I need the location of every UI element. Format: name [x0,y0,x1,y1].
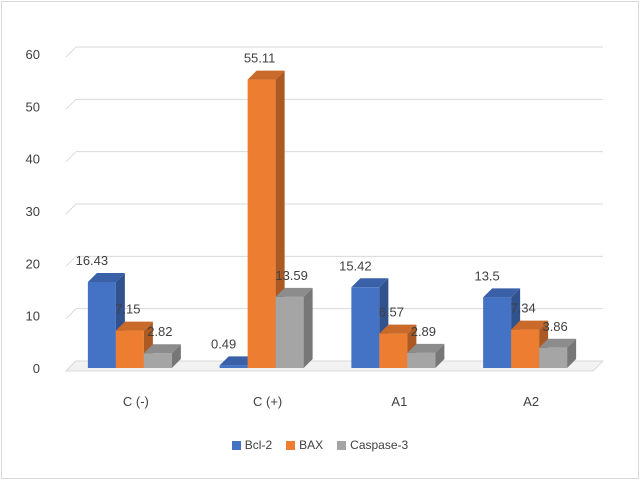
bar-side [171,344,181,368]
bar-bax [247,79,276,368]
data-label: 13.59 [275,268,308,283]
bar-bcl-2 [219,365,248,368]
bar-top [511,320,549,330]
bar-top [247,70,285,80]
y-tick-label: 10 [26,309,40,324]
bar-bcl-2 [351,287,380,368]
y-tick-label: 40 [26,152,40,167]
data-label: 3.86 [542,319,567,334]
bar-top [219,356,257,366]
bar-bax [115,330,144,368]
gridline-slant [65,98,77,110]
x-tick-label: C (-) [123,394,149,409]
bar-bcl-2 [483,297,512,368]
legend-item: Bcl-2 [231,438,273,452]
bar-top [87,273,125,283]
bar-bax [379,333,408,368]
legend-label: Bcl-2 [244,438,273,452]
bar-caspase-3 [275,296,304,368]
legend-swatch [337,440,347,450]
data-label: 2.82 [147,324,172,339]
chart-legend: Bcl-2 BAX Caspase-3 [0,438,640,452]
data-label: 0.49 [211,336,236,351]
data-label: 7.15 [115,302,140,317]
data-label: 15.42 [339,258,372,273]
bar-top [379,324,417,334]
legend-label: Caspase-3 [350,438,409,452]
gridline-slant [65,46,77,58]
bar-top [115,321,153,331]
chart-floor [64,360,605,372]
bar-caspase-3 [539,347,568,368]
bar-bax [511,329,540,368]
bar-side [303,287,313,368]
data-label: 6.57 [379,305,404,320]
y-tick-label: 30 [26,204,40,219]
gridline-slant [65,203,77,215]
data-label: 2.89 [411,324,436,339]
legend-item: BAX [286,438,323,452]
bar-caspase-3 [407,352,436,368]
y-tick-label: 50 [26,99,40,114]
bar-bcl-2 [87,282,116,368]
y-tick-label: 60 [26,47,40,62]
bar-top [407,343,445,353]
legend-swatch [231,440,241,450]
x-tick-label: A2 [523,394,539,409]
legend-item: Caspase-3 [337,438,408,452]
data-label: 13.5 [474,268,499,283]
y-tick-label: 0 [33,361,40,376]
x-tick-label: C (+) [253,394,282,409]
data-label: 7.34 [510,301,535,316]
bar-top [351,278,389,288]
bar-top [143,344,181,354]
gridline-slant [65,151,77,163]
bar-side [435,343,445,368]
gridline-slant [65,308,77,320]
y-tick-label: 20 [26,256,40,271]
gridline-slant [65,255,77,267]
bar-side [567,338,577,368]
data-label: 16.43 [76,253,109,268]
bar-top [483,288,521,298]
bar-top [539,338,577,348]
legend-swatch [286,440,296,450]
bar-caspase-3 [143,353,172,368]
x-tick-label: A1 [391,394,407,409]
data-label: 55.11 [244,51,276,66]
legend-label: BAX [299,438,324,452]
bar-top [275,287,313,297]
